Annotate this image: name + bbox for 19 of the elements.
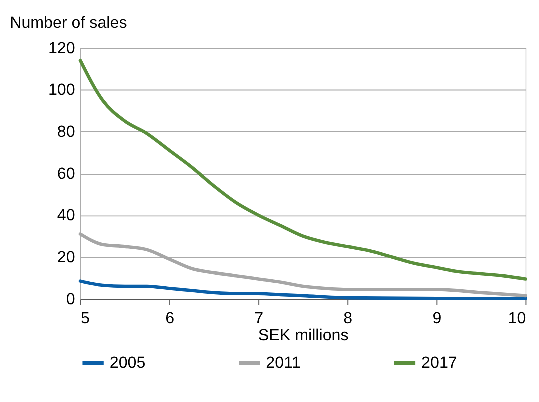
y-tick-label: 120: [48, 39, 76, 58]
x-tick-label: 10: [508, 309, 526, 328]
y-tick-label: 40: [57, 206, 76, 225]
y-tick-label: 0: [66, 290, 76, 308]
y-axis-title: Number of sales: [10, 14, 128, 32]
y-tick-label: 100: [48, 81, 76, 100]
legend-label: 2005: [110, 354, 146, 372]
x-tick-label: 5: [80, 309, 90, 328]
y-tick-label: 80: [57, 122, 76, 141]
legend-label: 2011: [266, 354, 301, 372]
x-tick-label: 6: [166, 309, 175, 328]
y-tick-label: 20: [57, 248, 76, 266]
x-tick-label: 7: [254, 309, 264, 328]
line-series: [78, 58, 528, 281]
x-tick-label: 8: [344, 309, 353, 328]
x-tick-label: 9: [432, 309, 442, 328]
x-axis-title: SEK millions: [258, 326, 349, 344]
y-tick-label: 60: [57, 164, 76, 183]
legend-label: 2017: [422, 354, 458, 372]
